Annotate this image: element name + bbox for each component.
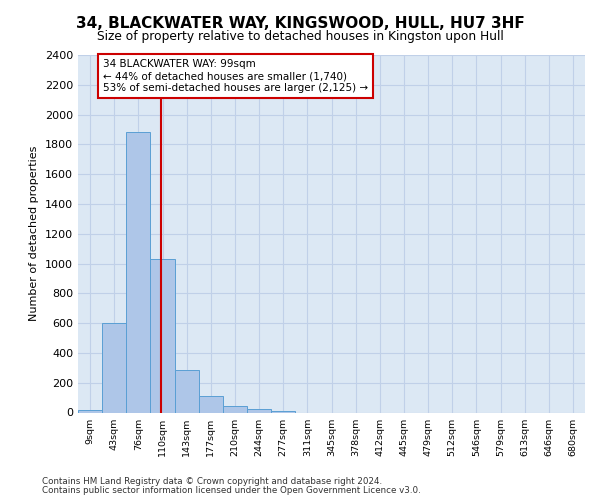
Bar [223, 406, 247, 412]
Y-axis label: Number of detached properties: Number of detached properties [29, 146, 40, 322]
Bar [199, 396, 223, 412]
Bar [126, 132, 151, 412]
Bar [271, 410, 295, 412]
Bar [247, 409, 271, 412]
Text: Size of property relative to detached houses in Kingston upon Hull: Size of property relative to detached ho… [97, 30, 503, 43]
Bar [78, 410, 102, 412]
Bar [175, 370, 199, 412]
Bar [102, 323, 126, 412]
Text: 34, BLACKWATER WAY, KINGSWOOD, HULL, HU7 3HF: 34, BLACKWATER WAY, KINGSWOOD, HULL, HU7… [76, 16, 524, 31]
Text: Contains HM Land Registry data © Crown copyright and database right 2024.: Contains HM Land Registry data © Crown c… [42, 477, 382, 486]
Bar [151, 259, 175, 412]
Text: Contains public sector information licensed under the Open Government Licence v3: Contains public sector information licen… [42, 486, 421, 495]
Text: 34 BLACKWATER WAY: 99sqm
← 44% of detached houses are smaller (1,740)
53% of sem: 34 BLACKWATER WAY: 99sqm ← 44% of detach… [103, 60, 368, 92]
